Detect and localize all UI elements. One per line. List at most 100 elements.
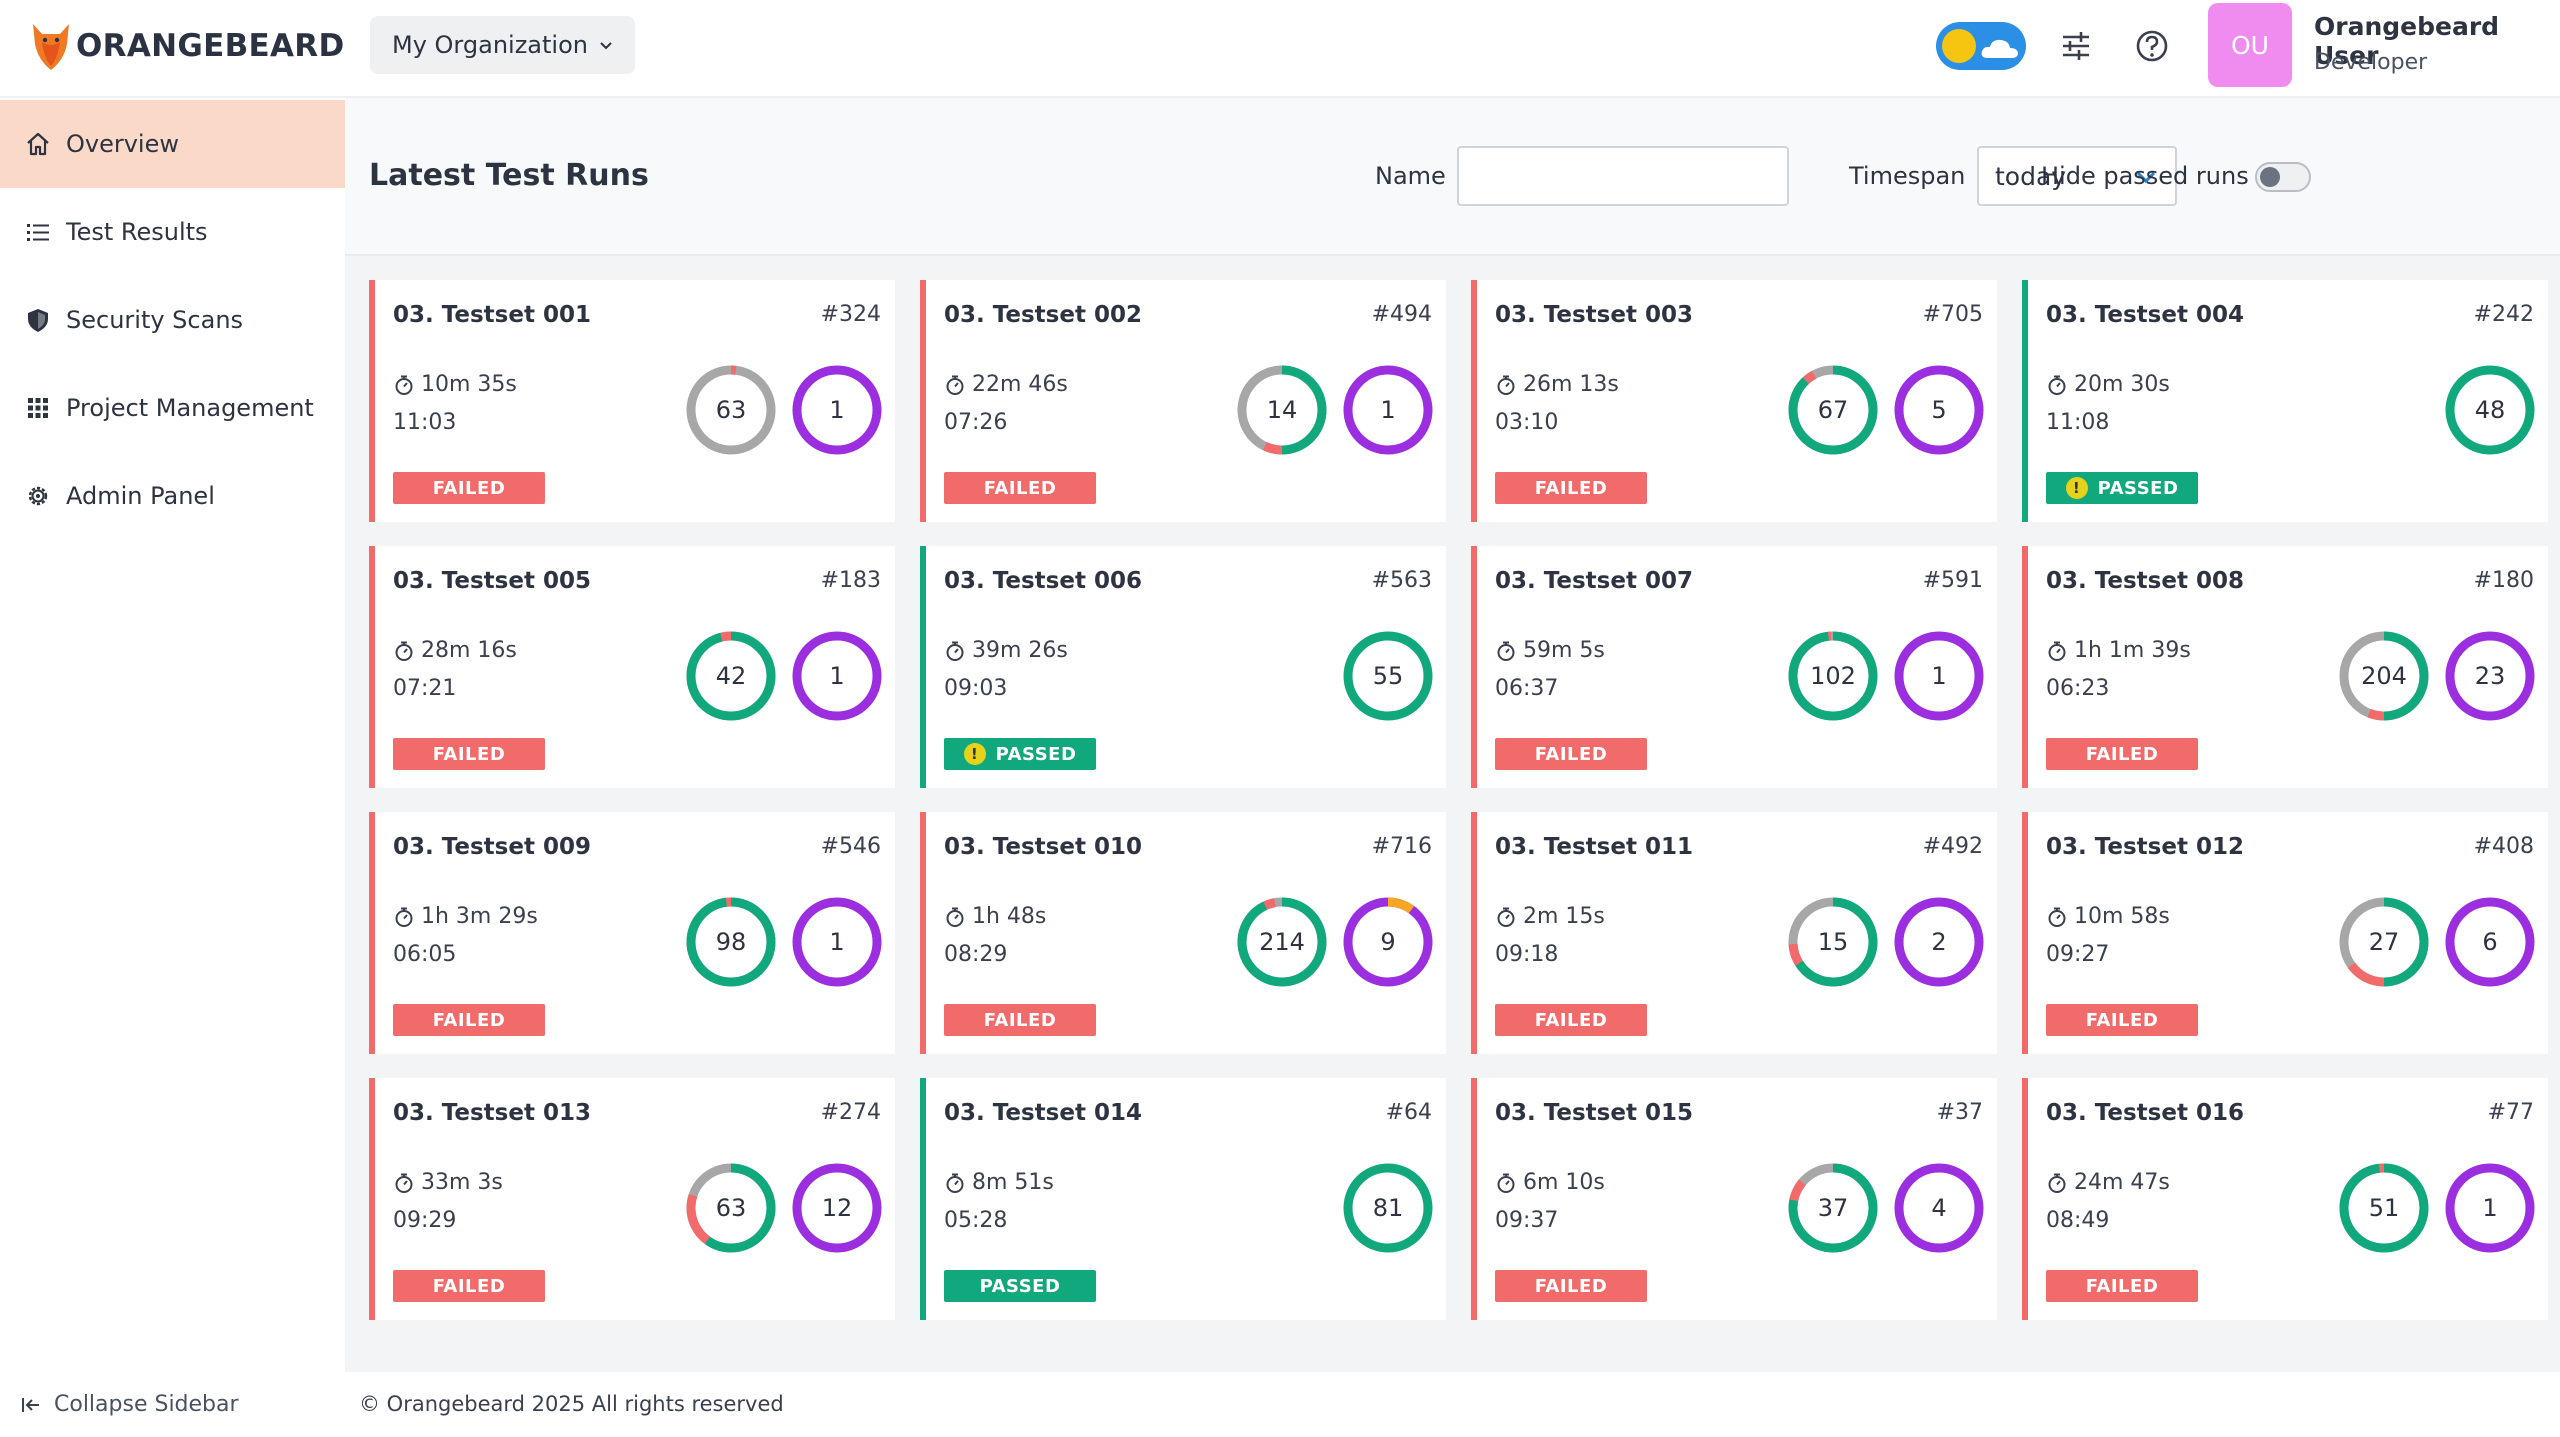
home-icon (27, 132, 49, 156)
test-count-value: 14 (1266, 396, 1298, 424)
duration-value: 20m 30s (2074, 372, 2170, 397)
test-run-card[interactable]: 03. Testset 001 #324 10m 35s 11:03 FAILED 63 1 (369, 280, 895, 522)
status-badge-label: FAILED (2085, 743, 2159, 765)
test-run-card[interactable]: 03. Testset 016 #77 24m 47s 08:49 FAILED 51 1 (2022, 1078, 2548, 1320)
defect-count-donut[interactable]: 12 (791, 1162, 883, 1254)
grid-icon (28, 398, 48, 418)
gear-icon (28, 486, 48, 506)
test-run-name: 03. Testset 013 (393, 1100, 591, 1126)
stopwatch-icon (395, 1173, 413, 1193)
page-title: Latest Test Runs (369, 158, 649, 193)
sidebar-item-overview[interactable]: Overview (0, 100, 345, 188)
test-run-card[interactable]: 03. Testset 006 #563 39m 26s 09:03! PASSED 55 (920, 546, 1446, 788)
status-badge: ! PASSED (2046, 472, 2198, 504)
test-count-donut[interactable]: 63 (685, 364, 777, 456)
defect-count-donut[interactable]: 1 (791, 896, 883, 988)
test-run-card[interactable]: 03. Testset 002 #494 22m 46s 07:26 FAILED 14 1 (920, 280, 1446, 522)
test-run-card[interactable]: 03. Testset 007 #591 59m 5s 06:37 FAILED 102 1 (1471, 546, 1997, 788)
test-count-donut[interactable]: 102 (1787, 630, 1879, 722)
settings-sliders-icon[interactable] (2057, 27, 2095, 65)
test-count-donut[interactable]: 42 (685, 630, 777, 722)
warning-icon: ! (2065, 477, 2088, 499)
test-count-donut[interactable]: 63 (685, 1162, 777, 1254)
hide-passed-toggle[interactable] (2255, 162, 2311, 192)
status-badge-label: PASSED (2097, 477, 2179, 499)
stopwatch-icon (395, 907, 413, 927)
sidebar-item-label: Security Scans (66, 306, 244, 334)
collapse-sidebar-button[interactable]: Collapse Sidebar (20, 1392, 239, 1417)
defect-count-donut[interactable]: 1 (791, 630, 883, 722)
test-run-number: #563 (1371, 568, 1432, 593)
help-icon[interactable] (2133, 27, 2171, 65)
test-run-duration: 1h 3m 29s (393, 904, 538, 929)
test-count-value: 214 (1259, 928, 1305, 956)
test-run-card[interactable]: 03. Testset 003 #705 26m 13s 03:10 FAILED 67 5 (1471, 280, 1997, 522)
test-run-card[interactable]: 03. Testset 013 #274 33m 3s 09:29 FAILED 63 12 (369, 1078, 895, 1320)
stopwatch-icon (2048, 907, 2066, 927)
status-badge: FAILED (393, 472, 545, 504)
test-run-duration: 22m 46s (944, 372, 1068, 397)
test-count-donut[interactable]: 81 (1342, 1162, 1434, 1254)
test-count-value: 42 (715, 662, 747, 690)
user-name: Orangebeard User (2314, 12, 2500, 70)
test-run-card[interactable]: 03. Testset 009 #546 1h 3m 29s 06:05 FAILED 9… (369, 812, 895, 1054)
test-run-number: #716 (1371, 834, 1432, 859)
test-count-donut[interactable]: 51 (2338, 1162, 2430, 1254)
defect-count-donut[interactable]: 2 (1893, 896, 1985, 988)
test-run-start-time: 07:21 (393, 676, 457, 701)
test-count-donut[interactable]: 27 (2338, 896, 2430, 988)
test-count-donut[interactable]: 14 (1236, 364, 1328, 456)
test-count-donut[interactable]: 15 (1787, 896, 1879, 988)
name-filter-label: Name (1375, 162, 1446, 190)
test-count-donut[interactable]: 48 (2444, 364, 2536, 456)
brand-logo[interactable]: ORANGEBEARD (30, 18, 344, 74)
sidebar-item-test-results[interactable]: Test Results (0, 188, 345, 276)
status-badge: FAILED (2046, 1270, 2198, 1302)
test-run-card[interactable]: 03. Testset 014 #64 8m 51s 05:28 PASSED 81 (920, 1078, 1446, 1320)
defect-count-value: 12 (821, 1194, 853, 1222)
sidebar-item-admin-panel[interactable]: Admin Panel (0, 452, 345, 540)
defect-count-donut[interactable]: 23 (2444, 630, 2536, 722)
test-run-card[interactable]: 03. Testset 010 #716 1h 48s 08:29 FAILED 214 9 (920, 812, 1446, 1054)
test-count-donut[interactable]: 204 (2338, 630, 2430, 722)
defect-count-donut[interactable]: 9 (1342, 896, 1434, 988)
name-filter-input[interactable] (1457, 146, 1789, 206)
test-run-card[interactable]: 03. Testset 015 #37 6m 10s 09:37 FAILED 37 4 (1471, 1078, 1997, 1320)
test-count-donut[interactable]: 98 (685, 896, 777, 988)
test-run-card[interactable]: 03. Testset 004 #242 20m 30s 11:08! PASSED 48 (2022, 280, 2548, 522)
defect-count-value: 1 (829, 662, 845, 690)
defect-count-donut[interactable]: 5 (1893, 364, 1985, 456)
test-count-value: 102 (1810, 662, 1856, 690)
defect-count-donut[interactable]: 1 (2444, 1162, 2536, 1254)
timespan-value: today (1995, 161, 2067, 191)
defect-count-donut[interactable]: 1 (791, 364, 883, 456)
status-badge: FAILED (944, 472, 1096, 504)
sidebar-item-project-management[interactable]: Project Management (0, 364, 345, 452)
defect-count-donut[interactable]: 4 (1893, 1162, 1985, 1254)
test-run-name: 03. Testset 002 (944, 302, 1142, 328)
status-badge-label: FAILED (1534, 743, 1608, 765)
duration-value: 39m 26s (972, 638, 1068, 663)
sidebar-item-security-scans[interactable]: Security Scans (0, 276, 345, 364)
defect-count-donut[interactable]: 6 (2444, 896, 2536, 988)
defect-count-value: 1 (1380, 396, 1396, 424)
theme-toggle[interactable] (1936, 22, 2026, 70)
organization-selector[interactable]: My Organization (370, 16, 635, 74)
status-badge: PASSED (944, 1270, 1096, 1302)
defect-count-donut[interactable]: 1 (1342, 364, 1434, 456)
test-run-duration: 10m 58s (2046, 904, 2170, 929)
status-badge-label: FAILED (432, 743, 506, 765)
defect-count-donut[interactable]: 1 (1893, 630, 1985, 722)
sun-icon (1942, 29, 1976, 63)
test-count-donut[interactable]: 37 (1787, 1162, 1879, 1254)
timespan-select[interactable]: today (1977, 146, 2177, 206)
test-count-donut[interactable]: 55 (1342, 630, 1434, 722)
organization-label: My Organization (392, 31, 588, 59)
test-run-card[interactable]: 03. Testset 005 #183 28m 16s 07:21 FAILED 42 1 (369, 546, 895, 788)
avatar[interactable]: OU (2208, 3, 2292, 87)
test-run-card[interactable]: 03. Testset 008 #180 1h 1m 39s 06:23 FAILED 2… (2022, 546, 2548, 788)
test-run-card[interactable]: 03. Testset 012 #408 10m 58s 09:27 FAILED 27 6 (2022, 812, 2548, 1054)
test-count-donut[interactable]: 214 (1236, 896, 1328, 988)
test-count-donut[interactable]: 67 (1787, 364, 1879, 456)
test-run-card[interactable]: 03. Testset 011 #492 2m 15s 09:18 FAILED 15 2 (1471, 812, 1997, 1054)
